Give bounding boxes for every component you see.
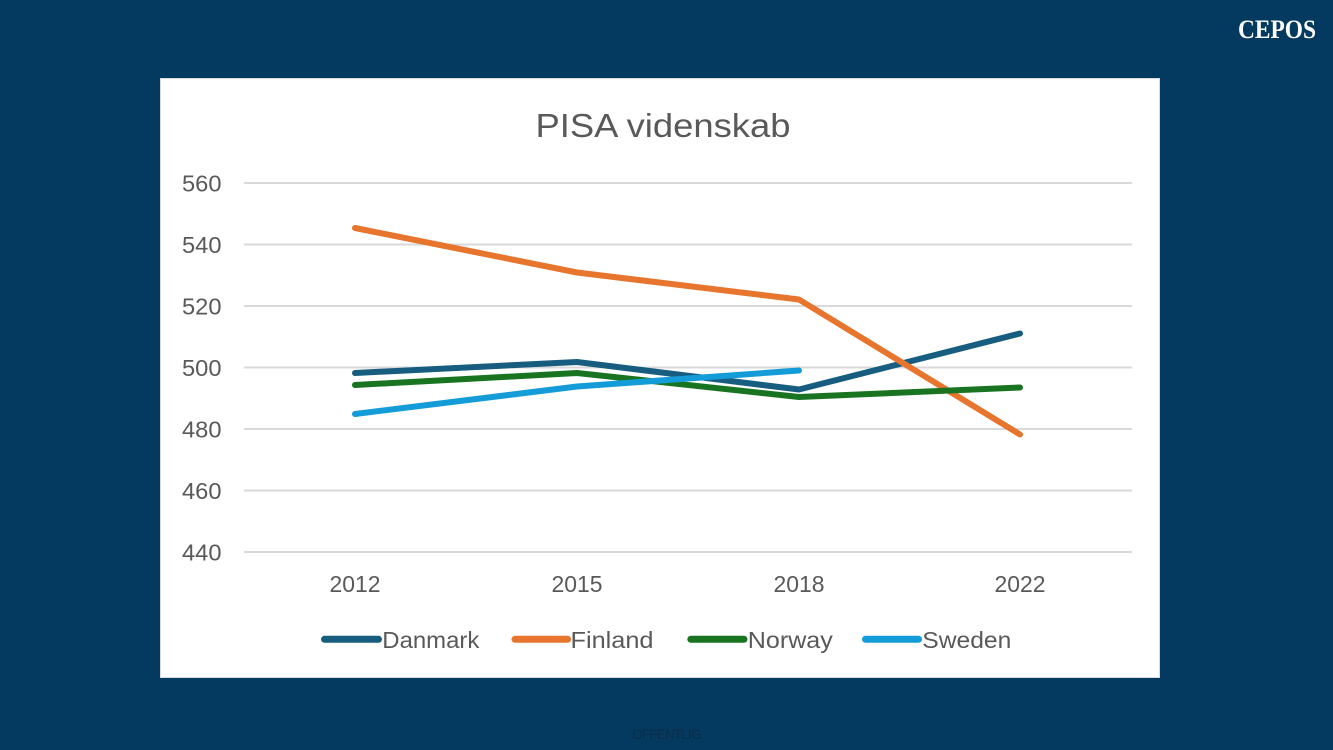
svg-text:Danmark: Danmark — [382, 627, 480, 653]
svg-text:440: 440 — [182, 539, 222, 565]
svg-text:2018: 2018 — [774, 571, 825, 597]
svg-text:2022: 2022 — [995, 571, 1046, 597]
svg-text:500: 500 — [182, 355, 222, 381]
svg-text:Norway: Norway — [748, 627, 834, 653]
svg-text:460: 460 — [182, 478, 222, 504]
svg-text:2015: 2015 — [552, 571, 603, 597]
svg-text:540: 540 — [182, 232, 222, 258]
svg-text:480: 480 — [182, 416, 222, 442]
svg-text:560: 560 — [182, 170, 222, 196]
svg-text:Finland: Finland — [571, 627, 654, 653]
svg-text:2012: 2012 — [330, 571, 381, 597]
svg-text:CEPOS: CEPOS — [1238, 15, 1316, 44]
svg-text:520: 520 — [182, 293, 222, 319]
svg-text:Sweden: Sweden — [922, 627, 1011, 653]
svg-text:PISA videnskab: PISA videnskab — [536, 107, 791, 144]
